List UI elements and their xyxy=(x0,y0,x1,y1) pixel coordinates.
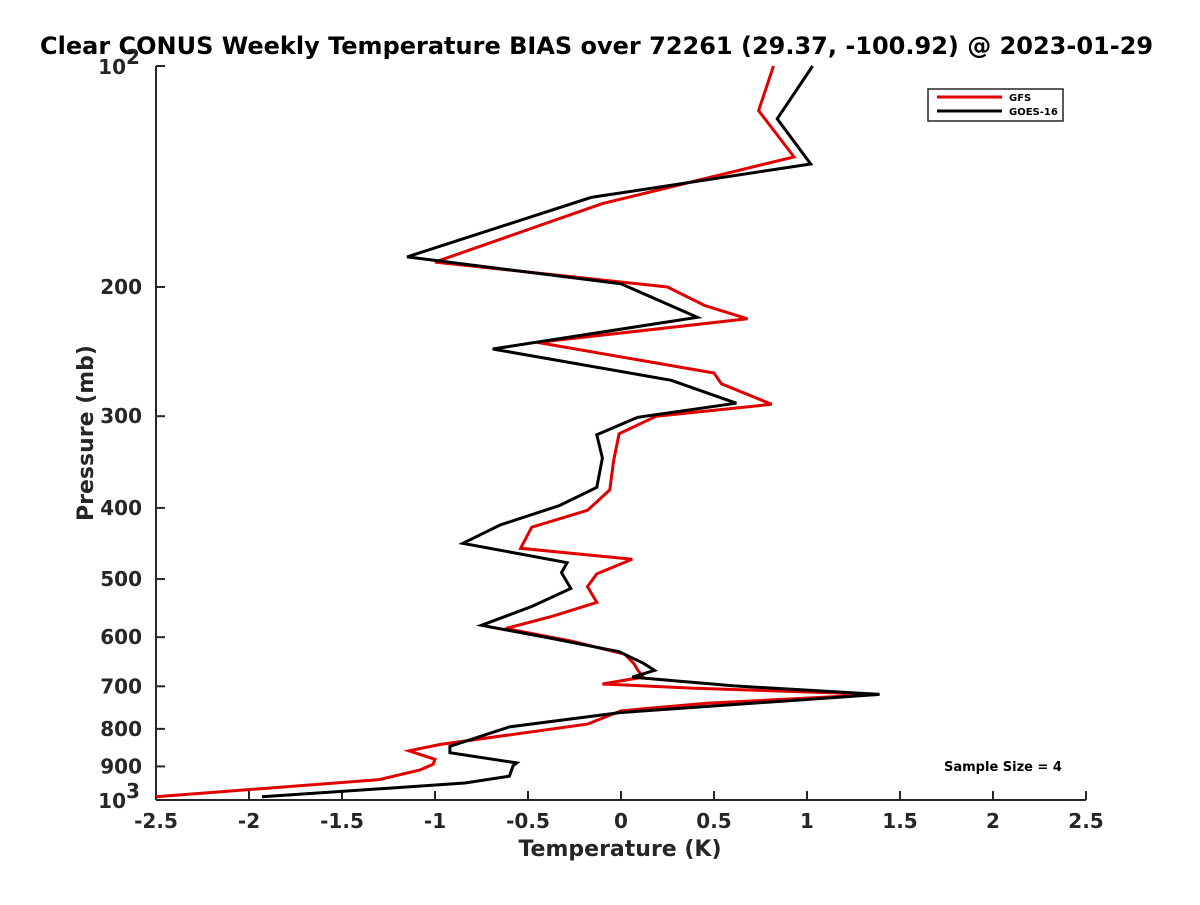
data-series xyxy=(155,65,880,799)
y-tick-exponent: 2 xyxy=(126,45,140,69)
x-tick-label: -1 xyxy=(424,809,446,833)
sample-size-annotation: Sample Size = 4 xyxy=(944,760,1062,775)
x-tick-label: 1.5 xyxy=(882,809,917,833)
y-tick-label: 600 xyxy=(100,625,142,649)
y-tick-label: 700 xyxy=(100,674,142,698)
axes: -2.5 -2 -1.5 -1 -0.5 0 0.5 1 1.5 2 2.510 2200300400… xyxy=(98,45,1104,833)
legend-label-gfs: GFS xyxy=(1009,93,1031,104)
y-tick-label: 10 xyxy=(98,55,126,79)
series-line-goes-16 xyxy=(261,65,880,799)
legend: GFS GOES-16 xyxy=(927,88,1064,122)
x-tick-label: 1 xyxy=(800,809,814,833)
y-tick-label: 400 xyxy=(100,496,142,520)
legend-label-goes-16: GOES-16 xyxy=(1009,107,1058,118)
x-tick-label: 0 xyxy=(614,809,628,833)
x-tick-label: 2.5 xyxy=(1068,809,1103,833)
y-tick-label: 300 xyxy=(100,404,142,428)
y-tick-label: 500 xyxy=(100,567,142,591)
x-axis-label: Temperature (K) xyxy=(518,837,721,862)
legend-box xyxy=(927,88,1064,122)
x-tick-label: 0.5 xyxy=(696,809,731,833)
x-tick-label: -2 xyxy=(238,809,260,833)
x-tick-label: -1.5 xyxy=(320,809,364,833)
x-tick-label: -0.5 xyxy=(506,809,550,833)
y-tick-label: 900 xyxy=(100,754,142,778)
y-tick-label: 800 xyxy=(100,717,142,741)
x-tick-label: 2 xyxy=(986,809,1000,833)
y-tick-label: 200 xyxy=(100,275,142,299)
y-tick-exponent: 3 xyxy=(126,779,140,803)
chart-title: Clear CONUS Weekly Temperature BIAS over… xyxy=(40,32,1153,60)
y-axis-label: Pressure (mb) xyxy=(74,345,99,521)
series-line-gfs xyxy=(155,65,880,799)
x-tick-label: -2.5 xyxy=(134,809,178,833)
y-tick-label: 10 xyxy=(98,789,126,813)
